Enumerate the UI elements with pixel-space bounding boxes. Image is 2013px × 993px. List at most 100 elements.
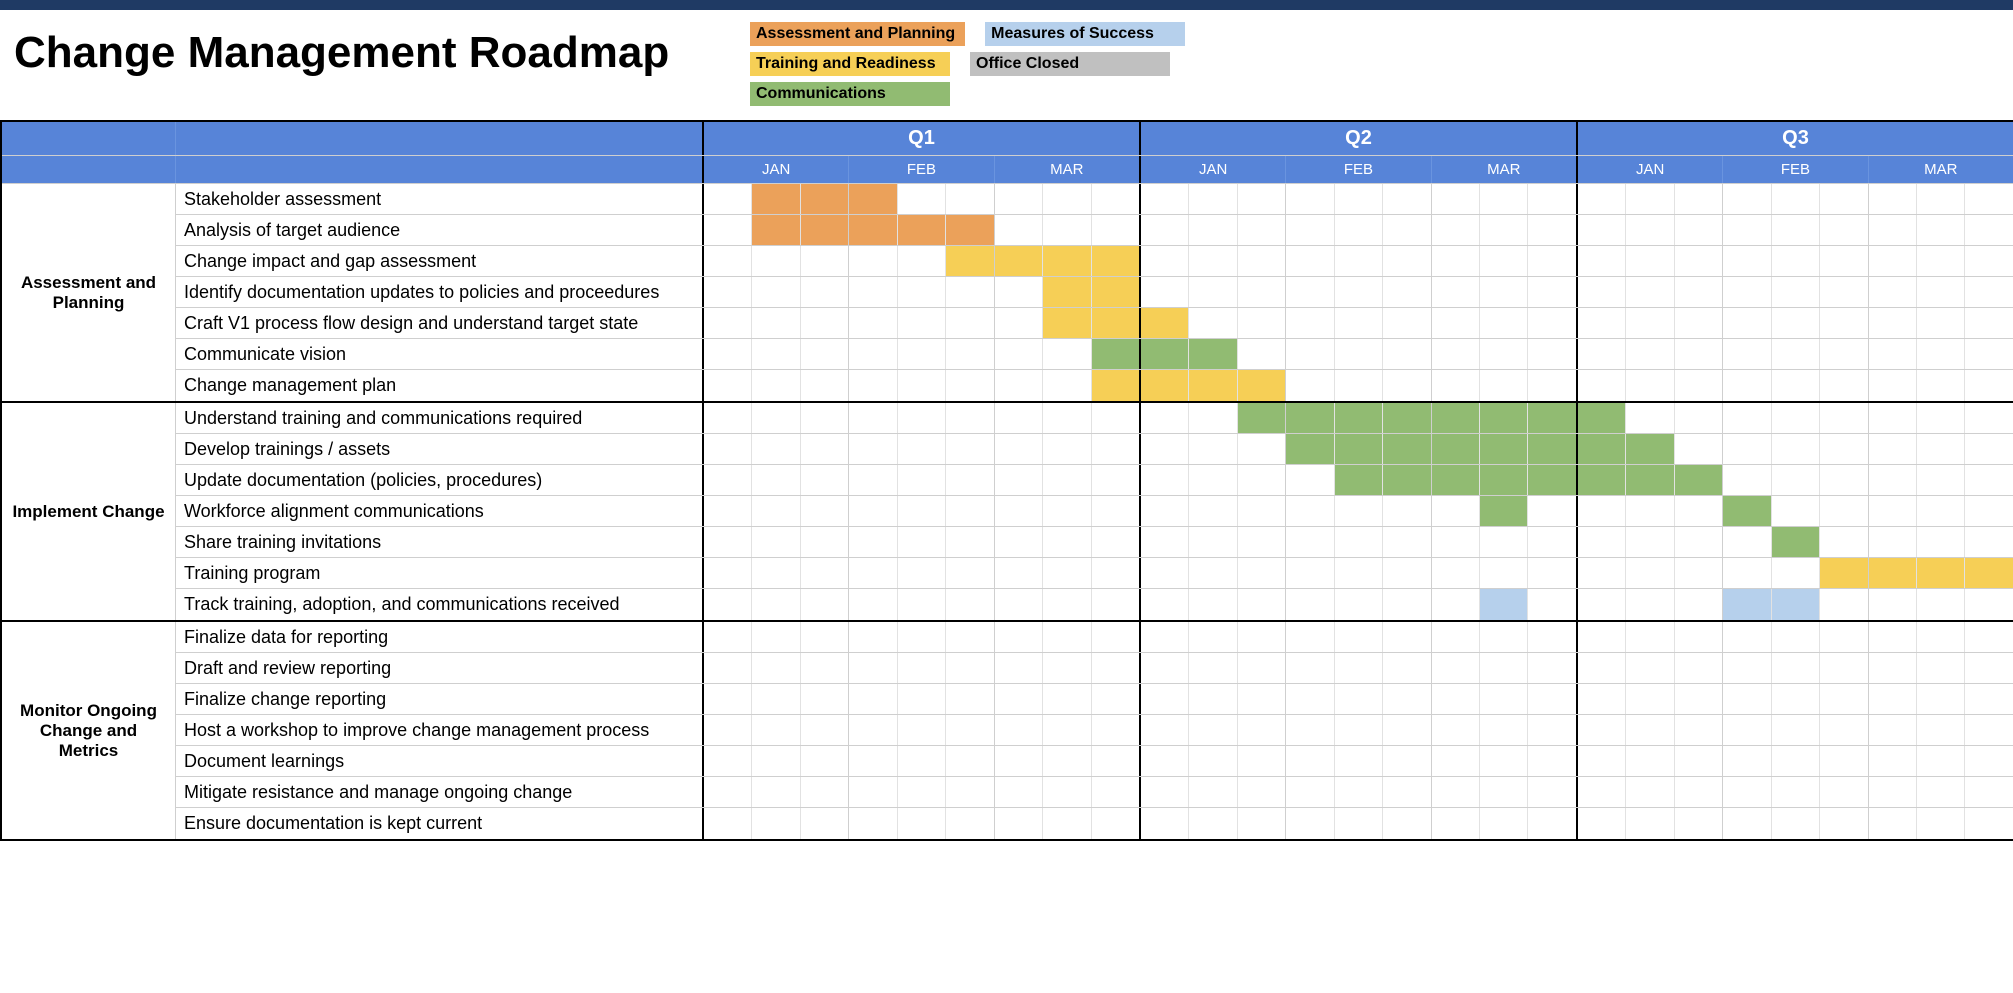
week-cell (1820, 715, 1868, 745)
week-cell (995, 403, 1043, 433)
week-cell (1480, 370, 1528, 401)
week-cell (1043, 684, 1091, 714)
week-cell (752, 465, 800, 495)
task-label: Develop trainings / assets (176, 434, 704, 464)
week-cell (704, 370, 752, 401)
week-cell (1965, 808, 2012, 839)
week-cell (1917, 184, 1965, 214)
week-cell (1772, 215, 1820, 245)
week-cell (1820, 653, 1868, 683)
week-cell (1528, 527, 1577, 557)
week-cell (1141, 653, 1189, 683)
week-cell (1238, 589, 1286, 620)
week-cell (946, 684, 994, 714)
week-cell (1432, 589, 1480, 620)
week-cell (1820, 277, 1868, 307)
week-cell (1675, 527, 1723, 557)
week-cell (1141, 308, 1189, 338)
task-timeline (704, 589, 2013, 620)
week-cell (1480, 308, 1528, 338)
week-cell (1578, 434, 1626, 464)
week-cell (1286, 527, 1334, 557)
week-cell (1335, 339, 1383, 369)
task-timeline (704, 746, 2013, 776)
week-cell (1286, 308, 1334, 338)
week-cell (1772, 653, 1820, 683)
week-cell (1092, 684, 1141, 714)
week-cell (995, 684, 1043, 714)
week-cell (1820, 370, 1868, 401)
week-cell (898, 465, 946, 495)
week-cell (1965, 434, 2012, 464)
week-cell (1772, 370, 1820, 401)
week-cell (801, 403, 849, 433)
week-cell (1723, 622, 1771, 652)
task-row: Ensure documentation is kept current (2, 808, 2013, 839)
week-cell (1626, 746, 1674, 776)
header-spacer (176, 122, 704, 155)
week-cell (1238, 403, 1286, 433)
week-cell (1675, 684, 1723, 714)
week-cell (849, 653, 897, 683)
week-cell (1335, 434, 1383, 464)
week-cell (1626, 308, 1674, 338)
week-cell (1675, 465, 1723, 495)
week-cell (1820, 622, 1868, 652)
legend: Assessment and PlanningMeasures of Succe… (750, 22, 1185, 106)
section: Implement ChangeUnderstand training and … (2, 403, 2013, 622)
week-cell (1528, 184, 1577, 214)
task-timeline (704, 684, 2013, 714)
week-cell (801, 339, 849, 369)
week-cell (1965, 277, 2012, 307)
week-cell (1335, 684, 1383, 714)
week-cell (1626, 558, 1674, 588)
week-cell (752, 496, 800, 526)
week-cell (1626, 403, 1674, 433)
week-cell (1432, 808, 1480, 839)
week-cell (1480, 808, 1528, 839)
week-cell (1335, 777, 1383, 807)
week-cell (1286, 339, 1334, 369)
week-cell (1238, 465, 1286, 495)
week-cell (704, 184, 752, 214)
week-cell (1917, 622, 1965, 652)
week-cell (1820, 777, 1868, 807)
week-cell (1528, 746, 1577, 776)
week-cell (1189, 653, 1237, 683)
week-cell (1723, 496, 1771, 526)
week-cell (898, 746, 946, 776)
week-cell (1917, 746, 1965, 776)
section-label: Assessment and Planning (2, 184, 176, 401)
week-cell (801, 434, 849, 464)
week-cell (995, 370, 1043, 401)
week-cell (1528, 434, 1577, 464)
week-cell (704, 277, 752, 307)
week-cell (1432, 215, 1480, 245)
week-cell (801, 308, 849, 338)
task-timeline (704, 434, 2013, 464)
week-cell (946, 715, 994, 745)
week-cell (1528, 215, 1577, 245)
week-cell (1238, 777, 1286, 807)
week-cell (1626, 434, 1674, 464)
week-cell (1626, 339, 1674, 369)
week-cell (1528, 370, 1577, 401)
week-cell (1480, 715, 1528, 745)
week-cell (1675, 558, 1723, 588)
week-cell (1578, 246, 1626, 276)
week-cell (1432, 184, 1480, 214)
legend-item: Assessment and Planning (750, 22, 965, 46)
week-cell (1820, 246, 1868, 276)
week-cell (1383, 246, 1431, 276)
quarter-header: Q3 (1578, 122, 2013, 155)
week-cell (1480, 653, 1528, 683)
week-cell (1626, 808, 1674, 839)
week-cell (849, 746, 897, 776)
page-title: Change Management Roadmap (10, 28, 750, 78)
week-cell (752, 184, 800, 214)
week-cell (898, 558, 946, 588)
week-cell (801, 277, 849, 307)
task-timeline (704, 465, 2013, 495)
week-cell (849, 777, 897, 807)
week-cell (752, 746, 800, 776)
